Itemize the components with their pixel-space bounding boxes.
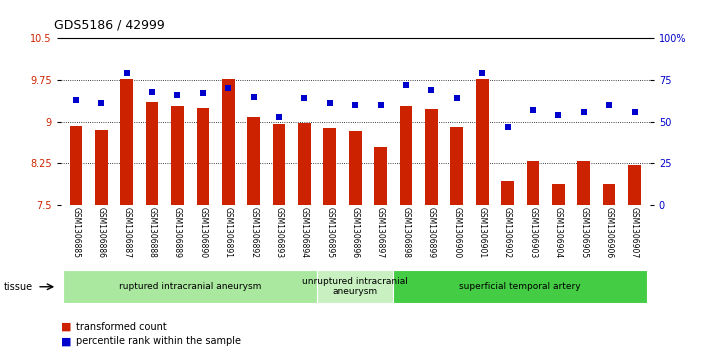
Bar [95, 130, 108, 205]
Bar [603, 184, 615, 205]
Bar [374, 147, 387, 205]
Bar [400, 106, 413, 205]
Text: GSM1306886: GSM1306886 [97, 207, 106, 258]
Text: transformed count: transformed count [76, 322, 167, 332]
Text: ■: ■ [61, 322, 71, 332]
Bar [527, 160, 539, 205]
Point [223, 85, 234, 91]
Text: GSM1306888: GSM1306888 [148, 207, 156, 258]
Point [451, 95, 463, 101]
Text: GSM1306898: GSM1306898 [401, 207, 411, 258]
Text: GSM1306900: GSM1306900 [452, 207, 461, 258]
Text: GSM1306904: GSM1306904 [554, 207, 563, 258]
Text: GSM1306891: GSM1306891 [223, 207, 233, 258]
Point [197, 90, 208, 96]
Bar [628, 165, 641, 205]
Point [298, 95, 310, 101]
Bar [247, 117, 260, 205]
Text: GSM1306901: GSM1306901 [478, 207, 487, 258]
Bar [146, 102, 159, 205]
Point [476, 70, 488, 76]
Point [603, 102, 615, 108]
Point [553, 112, 564, 118]
Text: GSM1306893: GSM1306893 [275, 207, 283, 258]
Text: GSM1306905: GSM1306905 [579, 207, 588, 258]
Bar [425, 109, 438, 205]
Text: GSM1306907: GSM1306907 [630, 207, 639, 258]
Text: GSM1306903: GSM1306903 [528, 207, 538, 258]
Text: GSM1306890: GSM1306890 [198, 207, 207, 258]
Text: GSM1306894: GSM1306894 [300, 207, 309, 258]
Bar [552, 184, 565, 205]
Bar [196, 108, 209, 205]
Bar [323, 128, 336, 205]
Bar [222, 79, 235, 205]
Point [349, 102, 361, 108]
Point [527, 107, 538, 113]
Bar [501, 181, 514, 205]
Text: GSM1306897: GSM1306897 [376, 207, 385, 258]
Text: tissue: tissue [4, 282, 33, 292]
Text: GSM1306899: GSM1306899 [427, 207, 436, 258]
Point [96, 100, 107, 106]
Text: GSM1306892: GSM1306892 [249, 207, 258, 258]
Text: GSM1306896: GSM1306896 [351, 207, 360, 258]
Bar [476, 79, 488, 205]
Bar [64, 270, 317, 303]
Point [324, 100, 336, 106]
Bar [69, 126, 82, 205]
Text: GSM1306885: GSM1306885 [71, 207, 81, 258]
Bar [298, 123, 311, 205]
Text: GSM1306895: GSM1306895 [326, 207, 334, 258]
Text: ■: ■ [61, 336, 71, 346]
Text: GSM1306889: GSM1306889 [173, 207, 182, 258]
Point [273, 114, 285, 119]
Point [70, 97, 81, 103]
Text: unruptured intracranial
aneurysm: unruptured intracranial aneurysm [302, 277, 408, 297]
Point [248, 94, 259, 99]
Bar [171, 106, 183, 205]
Bar [451, 127, 463, 205]
Text: ruptured intracranial aneurysm: ruptured intracranial aneurysm [119, 282, 261, 291]
Point [146, 89, 158, 94]
Point [426, 87, 437, 93]
Text: GSM1306902: GSM1306902 [503, 207, 512, 258]
Text: GSM1306887: GSM1306887 [122, 207, 131, 258]
Bar [349, 131, 361, 205]
Point [375, 102, 386, 108]
Text: superficial temporal artery: superficial temporal artery [459, 282, 581, 291]
Point [172, 92, 183, 98]
Bar [578, 160, 590, 205]
Bar [273, 125, 286, 205]
Text: GSM1306906: GSM1306906 [605, 207, 613, 258]
Point [629, 109, 640, 114]
Bar [317, 270, 393, 303]
Point [578, 109, 590, 114]
Text: percentile rank within the sample: percentile rank within the sample [76, 336, 241, 346]
Point [502, 124, 513, 130]
Bar [121, 79, 133, 205]
Text: GDS5186 / 42999: GDS5186 / 42999 [54, 18, 164, 31]
Point [401, 82, 412, 88]
Bar [393, 270, 647, 303]
Point [121, 70, 132, 76]
